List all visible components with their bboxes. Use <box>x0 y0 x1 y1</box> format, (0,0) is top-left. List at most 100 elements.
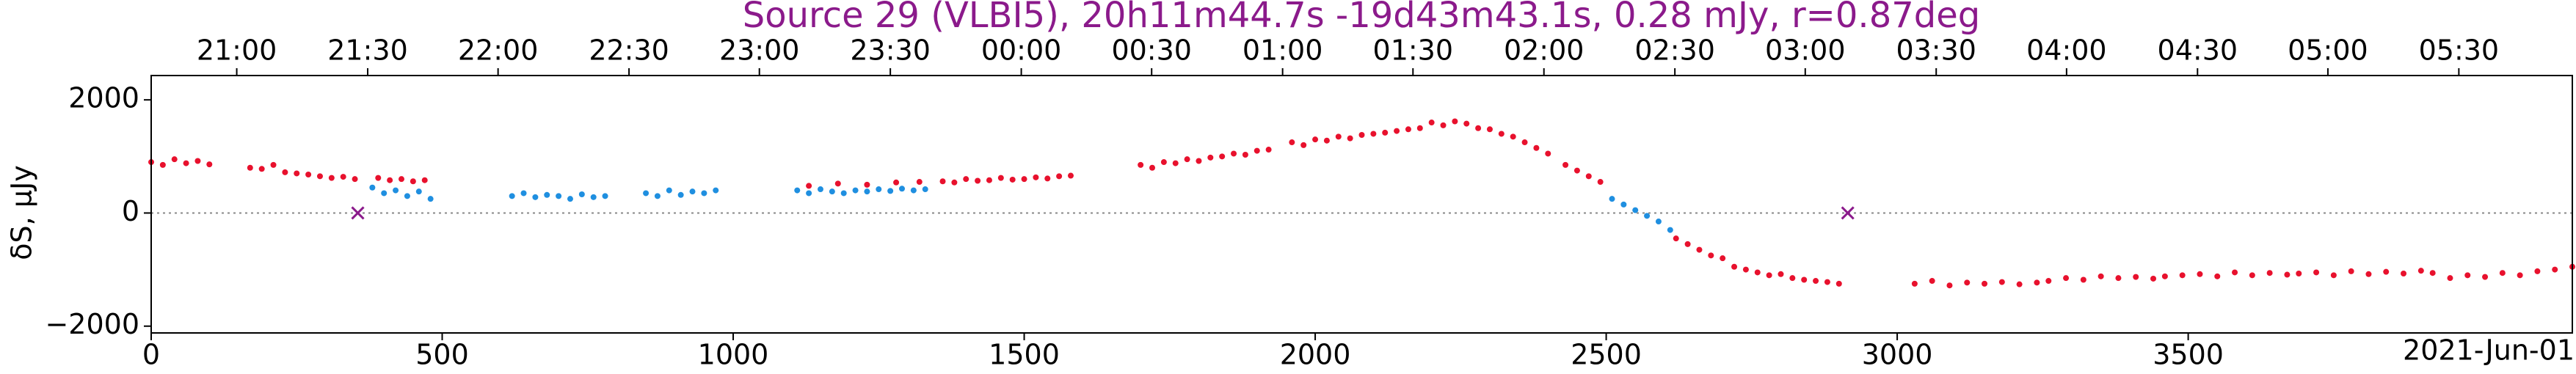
data-point <box>328 175 335 181</box>
data-point <box>1207 154 1214 161</box>
data-point <box>1562 161 1569 168</box>
data-point <box>590 194 597 200</box>
data-point <box>2197 271 2203 277</box>
data-point <box>1789 275 1796 282</box>
top-tick-label: 00:30 <box>1111 34 1192 67</box>
data-point <box>1428 120 1435 126</box>
data-point <box>1347 135 1353 142</box>
data-point <box>1184 156 1190 163</box>
data-point <box>834 180 841 187</box>
data-point <box>1644 213 1651 219</box>
top-tick-label: 02:30 <box>1634 34 1715 67</box>
data-point <box>1440 122 1447 128</box>
data-point <box>2150 275 2157 282</box>
data-point <box>1160 159 1167 166</box>
data-point <box>893 179 900 186</box>
data-point <box>2517 272 2523 279</box>
data-point <box>2348 268 2354 274</box>
data-point <box>2161 273 2168 279</box>
data-point <box>1632 207 1639 213</box>
data-point <box>852 187 859 194</box>
top-tick-label: 01:00 <box>1242 34 1323 67</box>
data-point <box>1254 147 1260 154</box>
data-point <box>1545 150 1551 157</box>
data-point <box>532 194 539 200</box>
x-tick-label: 2000 <box>1280 339 1351 371</box>
data-point <box>1655 219 1662 225</box>
data-point <box>1172 160 1179 166</box>
data-point <box>2284 271 2291 278</box>
y-tick-label: 2000 <box>68 82 139 114</box>
data-point <box>294 170 300 177</box>
y-tick-label: 0 <box>122 195 139 227</box>
data-point <box>2417 268 2424 274</box>
data-point <box>829 188 835 195</box>
data-point <box>1323 137 1330 144</box>
data-point <box>2097 273 2104 279</box>
data-point <box>415 188 422 195</box>
top-tick-label: 22:30 <box>589 34 669 67</box>
data-point <box>1067 172 1074 179</box>
data-point <box>1982 280 1988 287</box>
data-point <box>1667 227 1673 233</box>
data-point <box>975 177 981 184</box>
data-point <box>806 183 812 189</box>
top-tick-label: 04:30 <box>2158 34 2238 67</box>
data-point <box>2232 269 2238 276</box>
data-point <box>1533 144 1540 151</box>
data-point <box>340 174 346 180</box>
data-point <box>951 179 958 186</box>
data-point <box>2133 274 2139 280</box>
x-marker <box>1841 206 1855 220</box>
data-point <box>2016 281 2023 287</box>
data-point <box>1289 139 1295 146</box>
data-point <box>369 184 376 191</box>
top-tick-label: 00:00 <box>981 34 1062 67</box>
data-point <box>375 175 382 181</box>
top-tick-label: 04:00 <box>2026 34 2107 67</box>
data-point <box>1778 271 1784 277</box>
data-point <box>2534 268 2541 274</box>
data-point <box>2296 271 2302 276</box>
data-point <box>2249 272 2255 279</box>
data-point <box>1382 129 1389 136</box>
data-point <box>643 190 650 197</box>
data-point <box>689 188 696 195</box>
x-tick-label: 0 <box>142 339 160 371</box>
data-point <box>1620 201 1627 208</box>
data-point <box>2499 270 2506 276</box>
data-point <box>1056 173 1063 180</box>
data-point <box>794 187 801 194</box>
data-point <box>899 186 906 192</box>
data-point <box>701 190 707 197</box>
x-tick-label: 2500 <box>1571 339 1642 371</box>
data-point <box>1766 272 1772 279</box>
top-tick-label: 21:30 <box>327 34 408 67</box>
x-tick-label: 3500 <box>2153 339 2224 371</box>
data-point <box>864 188 870 195</box>
data-point <box>393 187 399 194</box>
data-point <box>1358 132 1365 138</box>
data-point <box>1684 241 1691 247</box>
data-point <box>1510 133 1516 140</box>
x-tick-label: 500 <box>415 339 469 371</box>
data-point <box>399 176 405 183</box>
data-point <box>1475 125 1482 131</box>
data-point <box>1929 278 1935 285</box>
top-tick-label: 05:30 <box>2419 34 2500 67</box>
data-point <box>2383 268 2390 275</box>
data-point <box>2179 272 2186 279</box>
data-point <box>1021 176 1027 183</box>
data-point <box>2365 271 2372 277</box>
data-point <box>1196 158 1202 164</box>
data-point <box>1998 279 2005 285</box>
top-tick-label: 03:30 <box>1896 34 1976 67</box>
data-point <box>1463 120 1470 127</box>
data-point <box>1835 280 1842 287</box>
data-point <box>654 193 661 199</box>
data-point <box>963 176 969 183</box>
data-point <box>1033 174 1039 180</box>
data-point <box>1754 269 1761 276</box>
top-tick-label: 23:00 <box>719 34 800 67</box>
